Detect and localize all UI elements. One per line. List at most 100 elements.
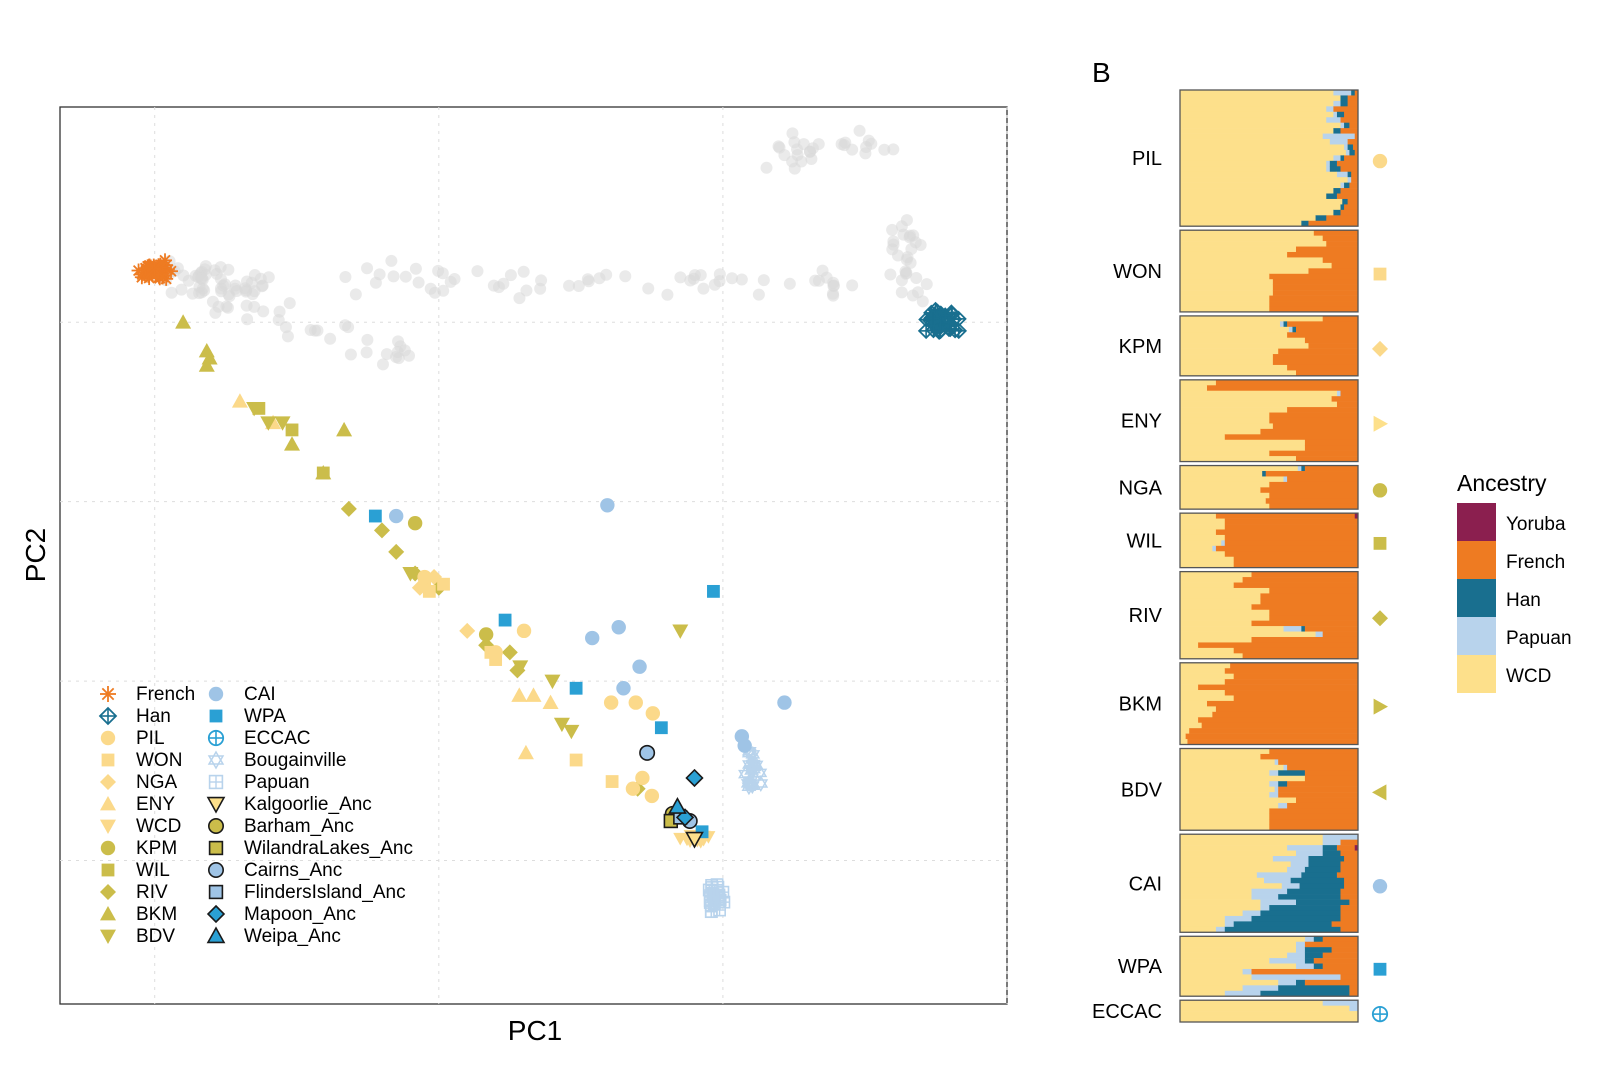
background-point xyxy=(344,348,357,361)
bar-segment-wcd xyxy=(1180,306,1270,313)
bar-segment-papuan xyxy=(1295,963,1314,970)
bar-segment-wcd xyxy=(1180,647,1234,654)
bar-segment-han xyxy=(1301,626,1305,632)
ancestry-legend-item-wcd: WCD xyxy=(1457,655,1551,693)
pca-plot-frame xyxy=(59,106,1008,1005)
background-point xyxy=(853,124,866,137)
point-cai xyxy=(737,738,752,753)
bar-segment-french xyxy=(1206,700,1359,707)
legend-item-papuan: Papuan xyxy=(208,772,310,793)
bar-segment-han xyxy=(1313,936,1323,943)
bar-segment-wcd xyxy=(1180,246,1296,253)
bar-segment-papuan xyxy=(1322,834,1359,840)
bar-segment-papuan xyxy=(1295,850,1323,857)
bar-segment-papuan xyxy=(1269,958,1305,964)
admixture-pop-frame xyxy=(1179,379,1359,463)
admixture-pop-pil: PIL xyxy=(1132,89,1388,227)
bar-segment-papuan xyxy=(1260,899,1296,906)
bar-segment-wcd xyxy=(1180,301,1270,307)
background-point xyxy=(504,269,517,282)
bar-segment-wcd xyxy=(1180,139,1330,145)
admixture-pop-label: WON xyxy=(1113,261,1162,283)
bar-segment-french xyxy=(1286,364,1359,371)
admixture-pop-label: BDV xyxy=(1121,779,1163,801)
background-point xyxy=(175,283,188,296)
bar-segment-french xyxy=(1251,968,1359,975)
bar-segment-wcd xyxy=(1180,834,1323,840)
bar-segment-papuan xyxy=(1304,936,1314,943)
bar-segment-wcd xyxy=(1180,631,1316,638)
bar-segment-french xyxy=(1260,428,1359,435)
bar-segment-french xyxy=(1269,748,1359,755)
bar-segment-french xyxy=(1322,631,1359,638)
background-point xyxy=(221,301,234,314)
bar-segment-wcd xyxy=(1180,315,1323,322)
bar-segment-french xyxy=(1233,673,1359,680)
bar-segment-french xyxy=(1215,379,1359,386)
admixture-pop-frame xyxy=(1179,570,1359,660)
ancestry-label: Yoruba xyxy=(1506,514,1566,535)
legend-label: NGA xyxy=(136,772,178,793)
bar-segment-french xyxy=(1350,177,1359,183)
admixture-pop-marker xyxy=(1372,340,1388,357)
background-point xyxy=(361,262,374,275)
admixture-pop-marker xyxy=(1373,415,1388,432)
background-point xyxy=(409,262,422,275)
bar-segment-french xyxy=(1340,209,1359,216)
bar-segment-papuan xyxy=(1329,139,1348,145)
bar-segment-french xyxy=(1224,518,1359,525)
background-point xyxy=(886,223,899,236)
point-wpa xyxy=(707,584,720,598)
bar-segment-french xyxy=(1251,604,1359,611)
legend-marker xyxy=(100,796,116,811)
bar-segment-wcd xyxy=(1180,845,1288,851)
bar-segment-wcd xyxy=(1180,417,1270,424)
bar-segment-papuan xyxy=(1333,155,1341,162)
bar-segment-papuan xyxy=(1256,872,1302,879)
bar-segment-wcd xyxy=(1180,348,1279,355)
bar-segment-han xyxy=(1304,866,1341,873)
point-bdv xyxy=(553,717,570,733)
legend-label: WON xyxy=(136,750,182,771)
admixture-pop-marker xyxy=(1372,153,1388,169)
bar-segment-papuan xyxy=(1274,786,1279,793)
legend-label: Weipa_Anc xyxy=(244,926,341,947)
point-pil xyxy=(488,645,503,660)
bar-segment-wcd xyxy=(1180,706,1216,713)
background-point xyxy=(424,282,437,295)
admixture-pop-frame xyxy=(1179,935,1359,997)
pca-points xyxy=(175,314,792,849)
ancestry-label: French xyxy=(1506,552,1565,573)
bar-segment-french xyxy=(1336,160,1359,167)
bar-segment-wcd xyxy=(1180,534,1225,541)
bar-segment-papuan xyxy=(1279,321,1284,328)
bar-segment-wcd xyxy=(1180,1005,1350,1012)
bar-segment-wcd xyxy=(1180,439,1305,446)
bar-segment-french xyxy=(1322,257,1359,264)
point-wpa xyxy=(569,681,583,695)
legend-label: CAI xyxy=(244,684,276,705)
bar-segment-papuan xyxy=(1325,166,1330,173)
bar-segment-han xyxy=(1347,171,1352,178)
admixture-pop-frame xyxy=(1179,89,1359,227)
bar-segment-wcd xyxy=(1180,524,1225,530)
legend-item-bkm: BKM xyxy=(100,904,177,925)
bar-segment-french xyxy=(1322,952,1359,959)
background-point xyxy=(846,143,859,156)
bar-segment-han xyxy=(1340,155,1345,162)
admixture-pop-marker xyxy=(1373,698,1388,715)
bar-segment-wcd xyxy=(1180,332,1288,339)
bar-segment-papuan xyxy=(1224,921,1234,928)
point-riv xyxy=(388,543,405,560)
legend-marker xyxy=(206,796,226,814)
bar-segment-wcd xyxy=(1180,90,1334,96)
bar-segment-french xyxy=(1331,396,1359,402)
bar-segment-han xyxy=(1251,915,1341,922)
point-kpm xyxy=(407,516,423,531)
bar-segment-wcd xyxy=(1180,668,1225,674)
point-wil xyxy=(316,466,330,480)
bar-segment-french xyxy=(1331,921,1359,928)
bar-segment-wcd xyxy=(1180,117,1327,123)
bar-segment-papuan xyxy=(1322,839,1341,846)
